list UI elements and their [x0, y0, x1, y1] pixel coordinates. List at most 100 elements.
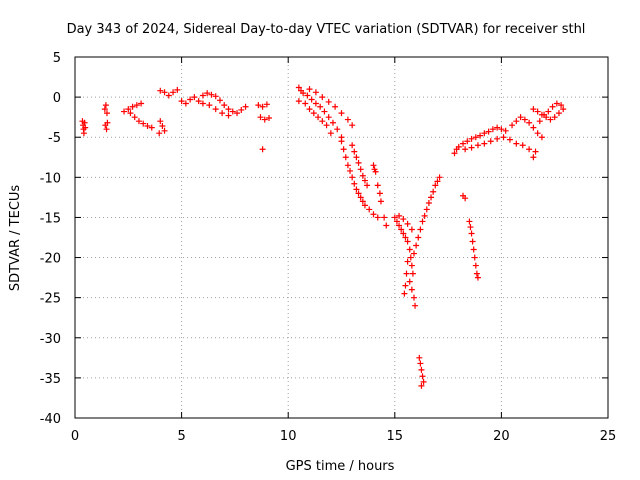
data-point: [125, 106, 132, 113]
y-tick-label: -5: [48, 131, 61, 146]
data-point: [460, 140, 467, 147]
data-point: [212, 106, 219, 113]
data-point: [513, 140, 520, 147]
data-point: [306, 106, 313, 113]
data-point: [131, 114, 138, 121]
data-point: [534, 130, 541, 137]
data-point: [423, 206, 430, 213]
data-point: [412, 302, 419, 309]
data-point: [517, 114, 524, 121]
data-point: [434, 178, 441, 185]
data-point: [408, 286, 415, 293]
data-point: [407, 254, 414, 261]
y-tick-label: 5: [53, 51, 61, 66]
data-point: [342, 154, 349, 161]
data-point: [308, 96, 315, 103]
data-point: [366, 206, 373, 213]
x-axis-label: GPS time / hours: [286, 459, 395, 474]
x-tick-label: 5: [177, 429, 185, 444]
data-point: [138, 100, 145, 107]
data-point: [400, 216, 407, 223]
data-point: [306, 86, 313, 93]
data-point: [344, 116, 351, 123]
data-point: [410, 294, 417, 301]
y-tick-label: -20: [40, 252, 61, 267]
data-point: [361, 202, 368, 209]
x-tick-label: 0: [71, 429, 79, 444]
data-point: [170, 89, 177, 96]
data-point: [300, 90, 307, 97]
data-point: [135, 118, 142, 125]
data-point: [323, 122, 330, 129]
data-point: [466, 218, 473, 225]
data-point: [408, 226, 415, 233]
y-tick-label: -35: [40, 372, 61, 387]
data-point: [489, 126, 496, 133]
y-axis-label: SDTVAR / TECUs: [8, 185, 23, 292]
data-point: [159, 122, 166, 129]
data-point: [413, 242, 420, 249]
data-point: [103, 110, 110, 117]
data-point: [464, 138, 471, 145]
data-point: [355, 190, 362, 197]
data-point: [349, 142, 356, 149]
data-point: [165, 92, 172, 99]
data-point: [103, 126, 110, 133]
data-point: [334, 126, 341, 133]
data-point: [225, 106, 232, 113]
data-point: [521, 116, 528, 123]
data-point: [415, 234, 422, 241]
data-point: [547, 116, 554, 123]
data-point: [157, 118, 164, 125]
data-point: [410, 250, 417, 257]
data-point: [212, 93, 219, 100]
data-point: [471, 254, 478, 261]
data-point: [494, 124, 501, 131]
data-point: [229, 108, 236, 115]
data-point: [472, 262, 479, 269]
data-point: [219, 110, 226, 117]
data-point: [82, 124, 89, 131]
data-point: [129, 103, 136, 110]
x-tick-label: 15: [387, 429, 404, 444]
data-point: [467, 224, 474, 231]
y-tick-label: 0: [53, 91, 61, 106]
data-point: [325, 114, 332, 121]
data-point: [317, 103, 324, 110]
data-point: [259, 146, 266, 153]
data-point: [321, 108, 328, 115]
data-point: [474, 274, 481, 281]
data-point: [404, 220, 411, 227]
data-point: [419, 373, 426, 380]
y-tick-label: -30: [40, 332, 61, 347]
data-point: [421, 212, 428, 219]
data-point: [416, 354, 423, 361]
data-point: [242, 103, 249, 110]
data-point: [182, 100, 189, 107]
data-point: [560, 106, 567, 113]
data-point: [545, 108, 552, 115]
data-point: [349, 174, 356, 181]
data-point: [357, 166, 364, 173]
data-point: [430, 188, 437, 195]
data-point: [216, 97, 223, 104]
x-tick-labels: 0 5 10 15 20 25: [71, 429, 616, 444]
data-point: [370, 162, 377, 169]
data-point: [551, 114, 558, 121]
data-point: [312, 100, 319, 107]
data-point: [398, 226, 405, 233]
x-tick-label: 20: [493, 429, 510, 444]
data-point: [349, 122, 356, 129]
data-point: [498, 126, 505, 133]
data-point: [400, 230, 407, 237]
data-point: [428, 194, 435, 201]
data-point: [315, 114, 322, 121]
data-point: [396, 212, 403, 219]
data-point: [377, 198, 384, 205]
data-point: [104, 119, 111, 126]
data-point: [406, 278, 413, 285]
data-point: [472, 134, 479, 141]
data-point: [174, 86, 181, 93]
data-point: [199, 92, 206, 99]
data-point: [221, 102, 228, 109]
